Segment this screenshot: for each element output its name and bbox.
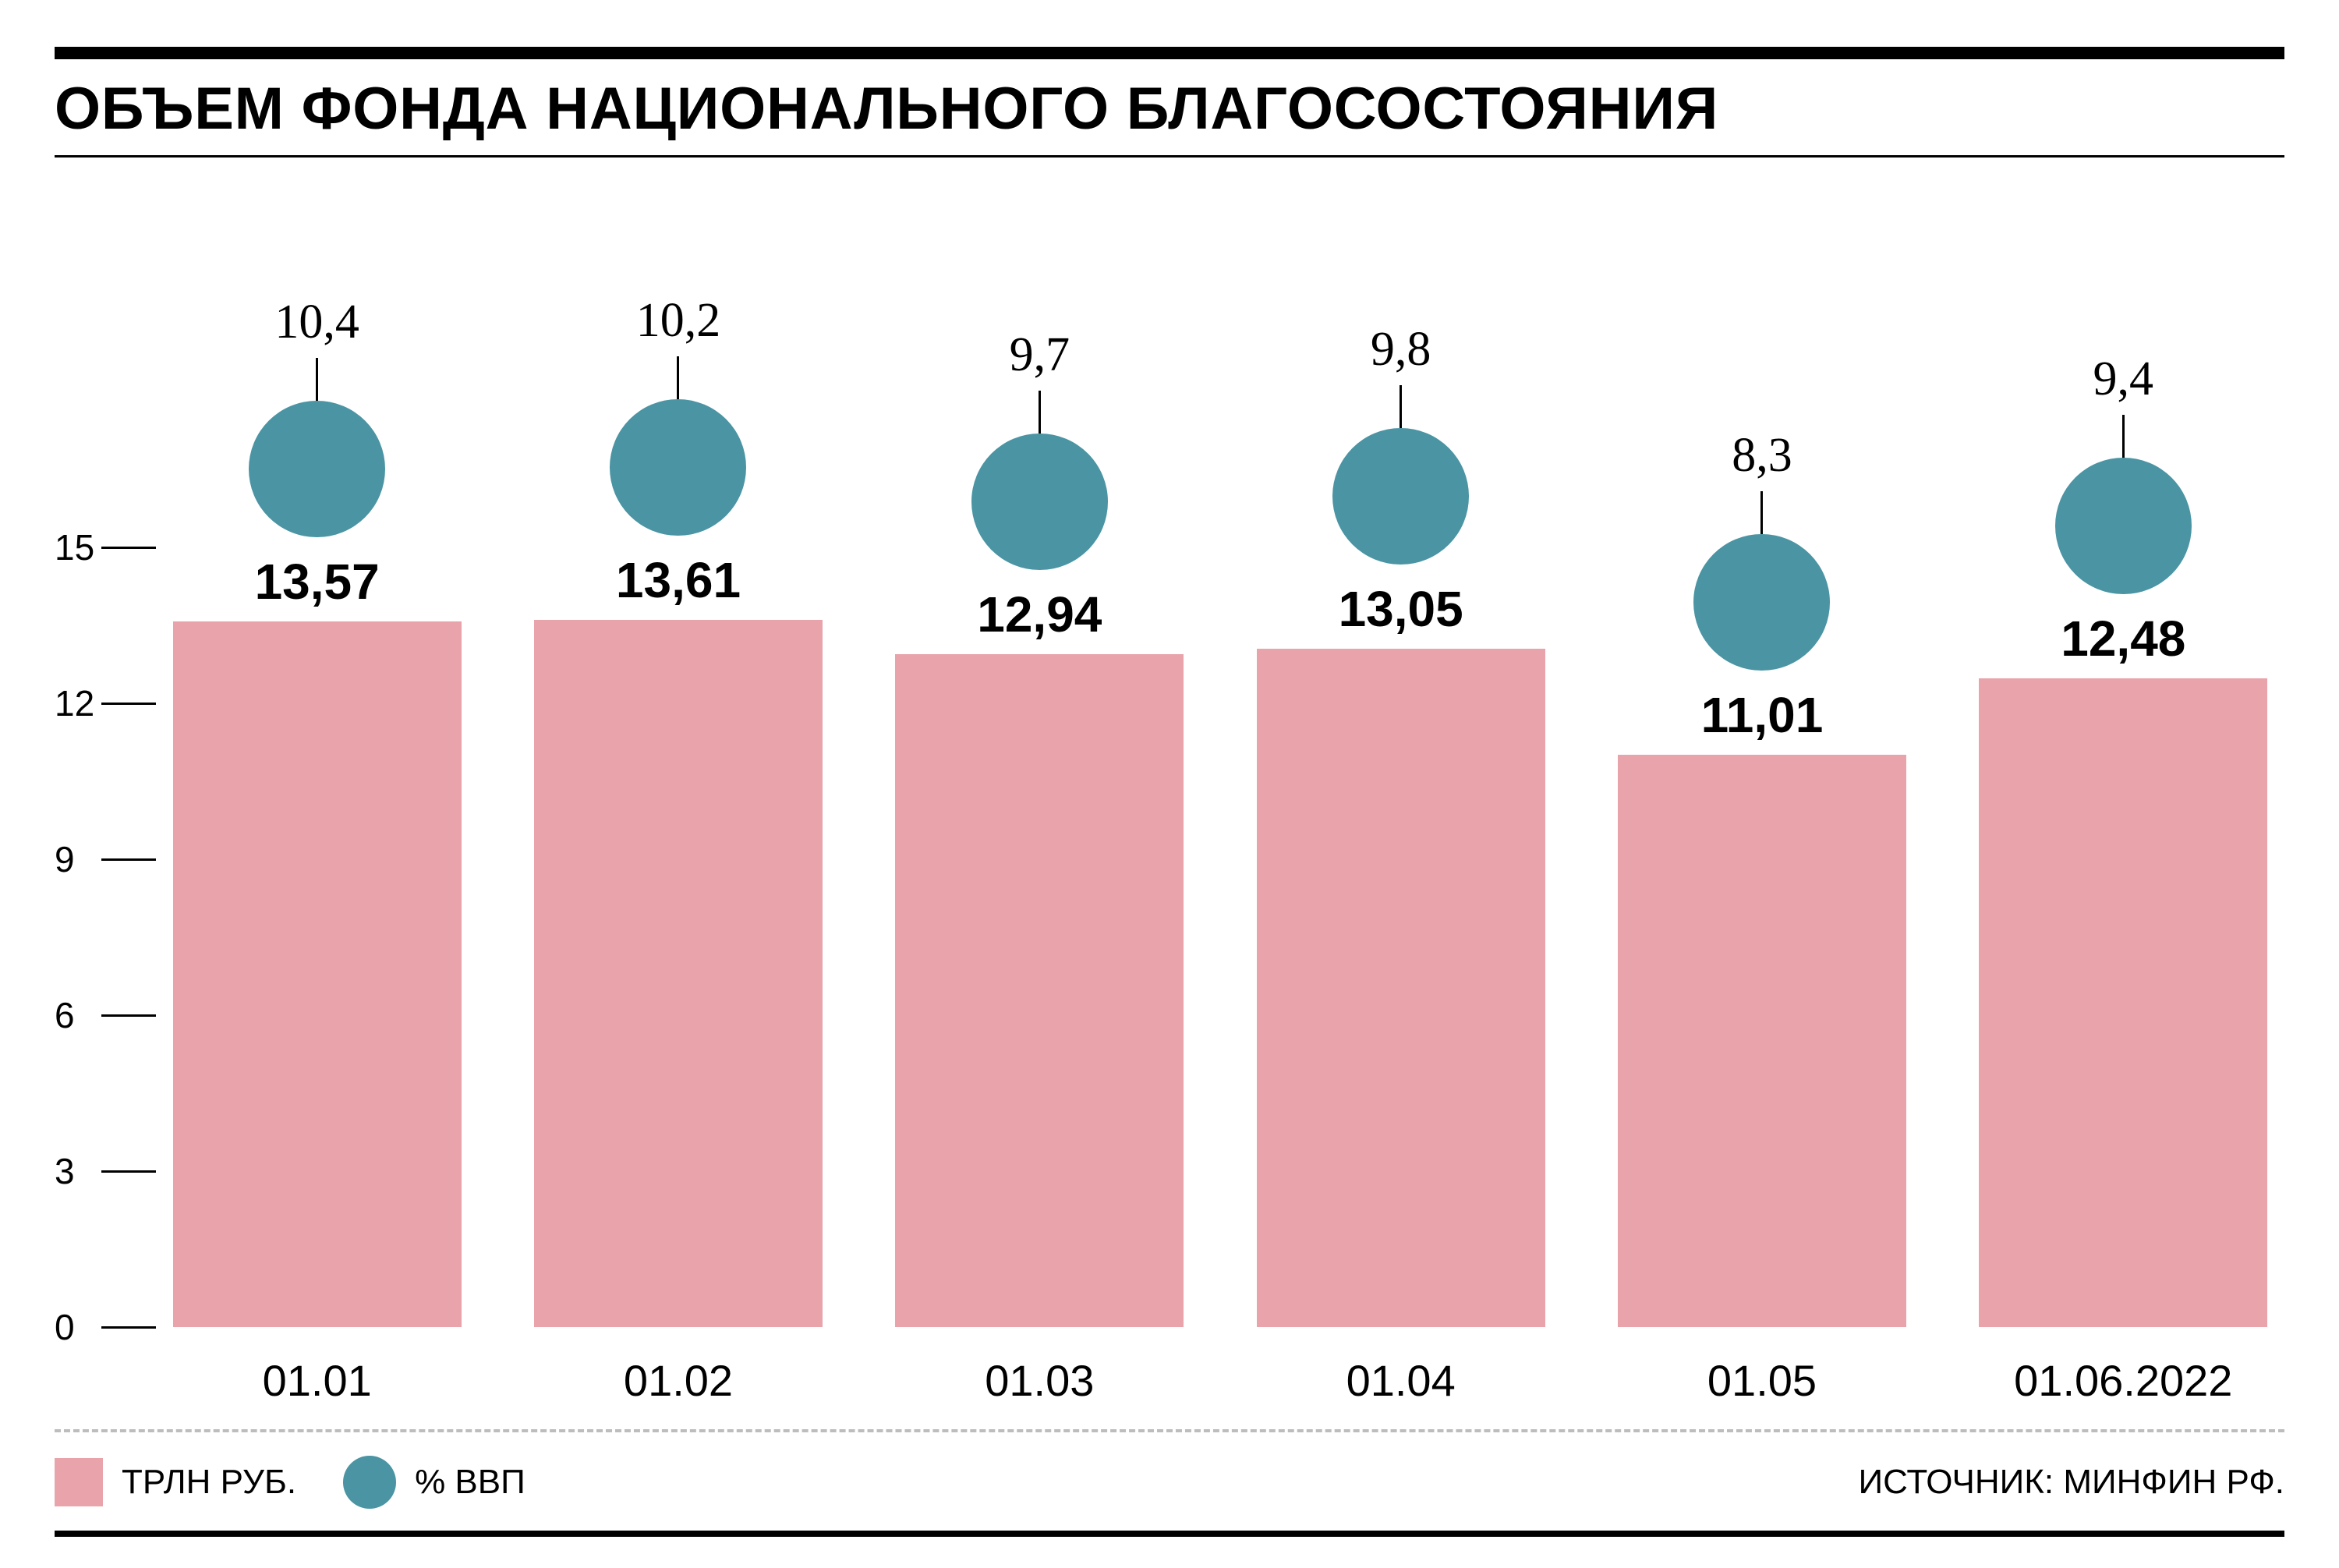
- bar-value-label: 13,61: [616, 551, 741, 609]
- y-axis-tick-label: 12: [55, 682, 101, 724]
- y-axis-tick: 0: [55, 1306, 156, 1348]
- bar-value-label: 11,01: [1701, 686, 1824, 744]
- under-title-rule: [55, 155, 2284, 158]
- x-axis-label: 01.06.2022: [1962, 1355, 2284, 1406]
- gdp-value-label: 10,4: [274, 295, 359, 350]
- y-axis-tick-label: 0: [55, 1306, 101, 1348]
- gdp-marker-circle: [1332, 428, 1469, 565]
- gdp-value-label: 9,7: [1010, 327, 1070, 383]
- y-axis-tick-mark: [101, 703, 156, 705]
- bar-value-label: 13,05: [1339, 580, 1463, 638]
- marker-connector: [1400, 385, 1402, 428]
- gdp-value-label: 9,4: [2093, 352, 2154, 407]
- bar-value-label: 13,57: [255, 553, 380, 611]
- bar-column: 8,3 11,01: [1601, 428, 1923, 1327]
- y-axis-tick-label: 15: [55, 526, 101, 568]
- y-axis-tick-label: 9: [55, 838, 101, 880]
- gdp-marker-circle: [1693, 534, 1830, 671]
- marker-connector: [1760, 491, 1763, 534]
- y-axis-tick-label: 3: [55, 1150, 101, 1192]
- marker-connector: [316, 358, 318, 401]
- bar-column: 9,4 12,48: [1962, 352, 2284, 1327]
- y-axis-tick: 15: [55, 526, 156, 568]
- legend-item-bars: ТРЛН РУБ.: [55, 1458, 296, 1506]
- bar-column: 9,7 12,94: [879, 327, 1201, 1327]
- gdp-marker-circle: [610, 399, 746, 536]
- x-axis-label: 01.03: [879, 1355, 1201, 1406]
- y-axis: 03691215: [55, 547, 156, 1327]
- gdp-marker-circle: [971, 434, 1108, 570]
- y-axis-tick-mark: [101, 547, 156, 549]
- legend-row: ТРЛН РУБ. % ВВП ИСТОЧНИК: МИНФИН РФ.: [55, 1432, 2284, 1531]
- x-axis-label: 01.05: [1601, 1355, 1923, 1406]
- chart-container: ОБЪЕМ ФОНДА НАЦИОНАЛЬНОГО БЛАГОСОСТОЯНИЯ…: [0, 0, 2339, 1568]
- gdp-value-label: 8,3: [1732, 428, 1792, 483]
- chart-title: ОБЪЕМ ФОНДА НАЦИОНАЛЬНОГО БЛАГОСОСТОЯНИЯ: [55, 75, 2284, 143]
- legend-item-gdp: % ВВП: [343, 1456, 525, 1509]
- y-axis-tick: 3: [55, 1150, 156, 1192]
- source-text: ИСТОЧНИК: МИНФИН РФ.: [1858, 1463, 2284, 1502]
- bar-column: 10,2 13,61: [517, 293, 839, 1327]
- y-axis-tick: 12: [55, 682, 156, 724]
- gdp-value-label: 10,2: [636, 293, 721, 349]
- bar: [1979, 678, 2267, 1327]
- chart-plot: 0 3 6 9 12 15 10,4 13,57 10,2 13,61 9,7 12,94 9,8 13…: [55, 189, 2284, 1406]
- legend-swatch-bar: [55, 1458, 103, 1506]
- y-axis-tick: 9: [55, 838, 156, 880]
- top-rule: [55, 47, 2284, 59]
- bar: [1618, 755, 1906, 1327]
- y-axis-tick: 6: [55, 994, 156, 1036]
- bar: [173, 621, 462, 1327]
- bottom-rule: [55, 1531, 2284, 1537]
- bar-value-label: 12,94: [977, 586, 1102, 643]
- x-axis-label: 01.01: [156, 1355, 478, 1406]
- y-axis-tick-mark: [101, 1014, 156, 1017]
- gdp-marker-circle: [249, 401, 385, 537]
- legend-swatch-circle: [343, 1456, 396, 1509]
- legend-label-gdp: % ВВП: [415, 1463, 525, 1502]
- bar-column: 10,4 13,57: [156, 295, 478, 1327]
- gdp-marker-circle: [2055, 458, 2192, 594]
- x-axis-labels: 01.01 01.02 01.03 01.04 01.05 01.06.2022: [156, 1355, 2284, 1406]
- y-axis-tick-label: 6: [55, 994, 101, 1036]
- bars-row: 10,4 13,57 10,2 13,61 9,7 12,94 9,8 13,05 8,3 11,…: [156, 189, 2284, 1327]
- marker-connector: [677, 356, 679, 399]
- bar: [895, 654, 1184, 1327]
- legend-left: ТРЛН РУБ. % ВВП: [55, 1456, 525, 1509]
- bar: [534, 620, 823, 1327]
- bar-column: 9,8 13,05: [1240, 322, 1562, 1327]
- marker-connector: [2122, 415, 2125, 458]
- x-axis-label: 01.02: [517, 1355, 839, 1406]
- marker-connector: [1039, 391, 1041, 434]
- y-axis-tick-mark: [101, 1326, 156, 1329]
- bar-value-label: 12,48: [2061, 610, 2185, 667]
- legend-label-bar: ТРЛН РУБ.: [122, 1463, 296, 1502]
- y-axis-tick-mark: [101, 1170, 156, 1173]
- y-axis-tick-mark: [101, 858, 156, 861]
- bar: [1257, 649, 1545, 1327]
- gdp-value-label: 9,8: [1371, 322, 1431, 377]
- x-axis-label: 01.04: [1240, 1355, 1562, 1406]
